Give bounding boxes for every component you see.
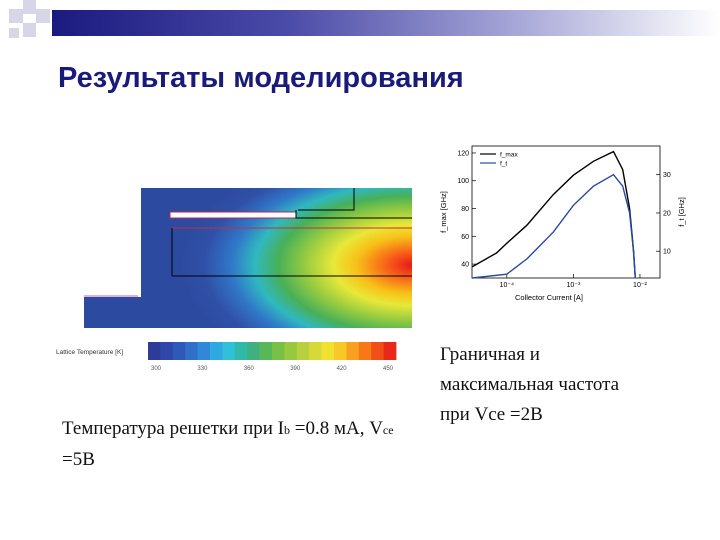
colorbar-cell [371,342,384,360]
colorbar-cell [247,342,260,360]
colorbar-cell [296,342,310,360]
caption-right-line1: Граничная и [440,344,540,365]
slide-title: Результаты моделирования [58,62,464,94]
y-left-tick-label: 40 [461,262,469,269]
colorbar-tick-label: 360 [244,366,255,372]
colorbar-cell [334,342,347,360]
caption-left-sub-ce: ce [382,423,394,437]
series-line-f-max [471,150,636,279]
colorbar-cell [321,342,335,360]
x-tick-label: 10⁻⁴ [500,282,514,289]
lattice-temperature-map [84,188,412,328]
colorbar-cell [210,342,223,360]
legend-label: f_t [500,161,507,168]
caption-left-sub-b: b [283,423,290,437]
x-tick-label: 10⁻³ [566,282,580,289]
legend-label: f_max [500,152,518,159]
caption-frequency: Граничная и максимальная частота при Vce… [440,340,690,430]
colorbar-tick-label: 420 [337,366,348,372]
colorbar-cell [148,342,161,360]
colorbar-cell [383,342,397,360]
colorbar-cell [160,342,174,360]
corner-squares-decoration [9,0,50,38]
header-gradient-bar [52,10,720,36]
colorbar-tick-label: 450 [383,366,394,372]
x-axis-label: Collector Current [A] [515,293,583,302]
series-line-f-t [471,173,636,279]
colorbar-cell [234,342,248,360]
caption-left-prefix: Температура решетки при I [62,418,284,439]
colorbar-tick-label: 300 [151,366,162,372]
y-right-tick-label: 20 [663,210,671,217]
colorbar-cell [272,342,285,360]
caption-left-suffix: =5В [62,449,95,470]
colorbar-label: Lattice Temperature [K] [56,349,123,356]
colorbar-cell [346,342,360,360]
colorbar-cell [284,342,298,360]
caption-lattice-temperature: Температура решетки при Ib =0.8 мА, Vce … [62,414,422,475]
colorbar-tick-label: 390 [290,366,301,372]
y-axis-right-label: f_t [GHz] [677,197,686,227]
y-left-tick-label: 100 [457,178,469,185]
colorbar-cell [185,342,198,360]
caption-right-line2: максимальная частота [440,374,620,395]
plot-frame [471,145,661,279]
colorbar-cell [197,342,211,360]
y-left-tick-label: 80 [461,206,469,213]
colorbar-cell [222,342,236,360]
colorbar-cell [259,342,273,360]
y-right-tick-label: 10 [663,249,671,256]
x-tick-label: 10⁻² [633,282,647,289]
y-left-tick-label: 120 [457,150,469,157]
y-axis-left-label: f_max [GHz] [439,191,448,233]
colorbar-cell [309,342,322,360]
colorbar-tick-label: 330 [197,366,208,372]
y-left-tick-label: 60 [461,234,469,241]
caption-left-middle: =0.8 мА, V [289,418,383,439]
y-right-tick-label: 30 [663,172,671,179]
temperature-colorbar: Lattice Temperature [K] 300 330 360 390 420 4… [56,342,397,372]
frequency-chart: 40 60 80 100 120 10 20 30 10⁻⁴ 10⁻³ 10⁻² f_max f_… [439,145,686,302]
colorbar-cell [358,342,372,360]
colorbar-cell [172,342,186,360]
caption-right-line3: при Vce =2В [440,404,543,425]
